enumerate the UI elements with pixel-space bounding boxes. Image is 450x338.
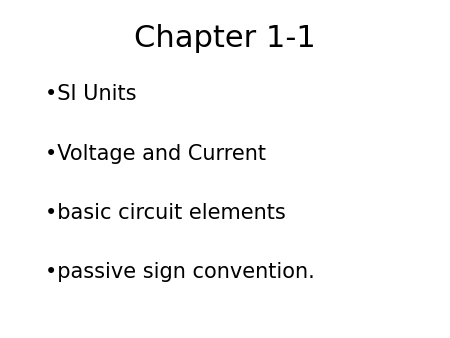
Text: Chapter 1-1: Chapter 1-1 xyxy=(134,24,316,53)
Text: •Voltage and Current: •Voltage and Current xyxy=(45,144,266,164)
Text: •basic circuit elements: •basic circuit elements xyxy=(45,203,286,223)
Text: •SI Units: •SI Units xyxy=(45,84,136,104)
Text: •passive sign convention.: •passive sign convention. xyxy=(45,262,315,282)
